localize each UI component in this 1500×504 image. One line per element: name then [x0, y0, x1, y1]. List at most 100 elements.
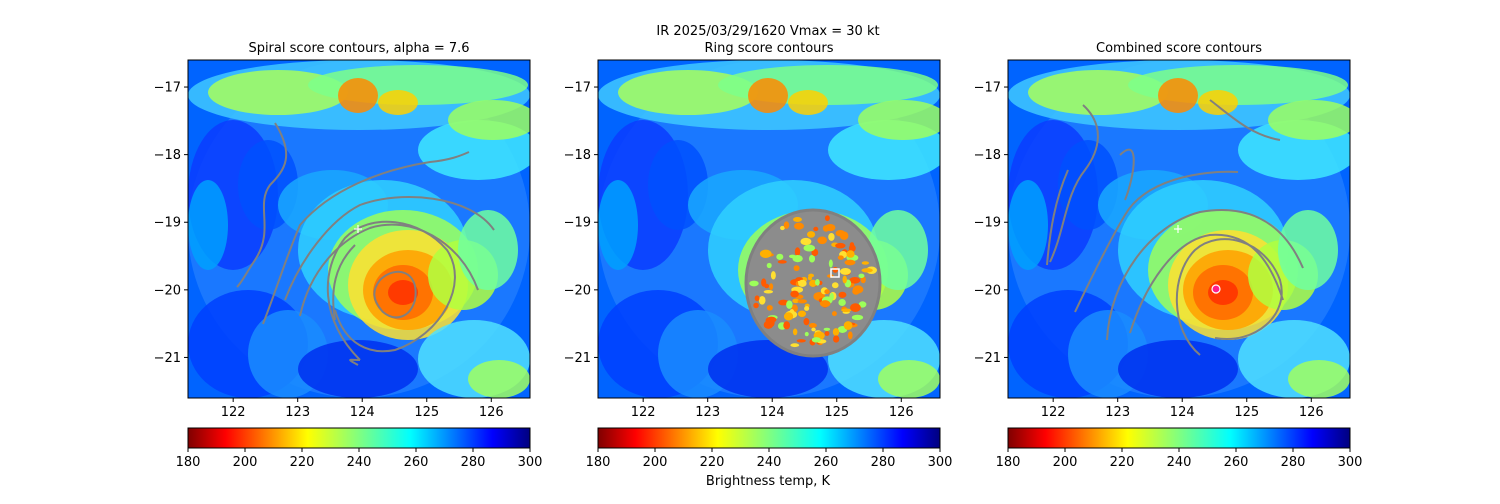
ring-gap	[792, 298, 800, 304]
ring-gap	[841, 308, 852, 312]
ring-gap	[852, 288, 860, 295]
ring-gap	[749, 280, 759, 287]
colorbar-tick-label: 180	[586, 455, 611, 470]
ring-gap	[832, 266, 839, 273]
cloud-region	[1278, 210, 1338, 290]
image-frame	[187, 59, 531, 399]
ring-gap	[792, 254, 803, 263]
colorbar-tick-label: 260	[814, 455, 839, 470]
contour-line	[1074, 170, 1239, 313]
ring-gap	[753, 302, 759, 309]
colorbar: 180 200 220 240 260 280 300	[996, 427, 1362, 470]
ring-gap	[851, 314, 864, 321]
ring-gap	[792, 328, 798, 336]
x-tick-label: 125	[824, 405, 849, 420]
ring-gap	[793, 217, 802, 223]
ring-gap	[778, 299, 789, 306]
colorbar-tick-label: 240	[347, 455, 372, 470]
secondary-marker	[1174, 225, 1182, 233]
x-tick-label: 126	[889, 405, 914, 420]
ring-gap	[806, 231, 816, 238]
cloud-region	[1268, 100, 1350, 140]
cloud-region	[868, 210, 928, 290]
contours	[1046, 99, 1304, 356]
y-tick-label: −17	[154, 81, 181, 96]
ring-gap	[811, 248, 819, 257]
y-tick-label: −20	[154, 283, 181, 298]
satellite-image	[187, 59, 531, 399]
ring-gap	[835, 229, 846, 237]
y-tick-label: −19	[974, 216, 1001, 231]
cloud-region	[1208, 280, 1238, 305]
ring-gap	[811, 337, 821, 343]
ring-gap	[828, 233, 835, 241]
y-tick-label: −18	[564, 148, 591, 163]
cloud-region	[468, 360, 530, 398]
ring-gap	[803, 317, 810, 326]
cloud-region	[378, 90, 418, 115]
contour-line	[1175, 238, 1283, 356]
y-tick-label: −20	[974, 283, 1001, 298]
colorbar-gradient	[187, 427, 531, 449]
colorbar-tick-label: 180	[176, 455, 201, 470]
colorbar-tick-label: 180	[996, 455, 1021, 470]
ring-gap	[815, 278, 820, 286]
image-frame	[1007, 59, 1351, 399]
ring-gap	[813, 226, 819, 232]
colorbar-tick-label: 280	[1281, 455, 1306, 470]
colorbar-tick-label: 200	[643, 455, 668, 470]
ring-gap	[754, 295, 760, 302]
cloud-region	[1118, 340, 1238, 398]
ring-gap	[835, 242, 846, 249]
ring-gap	[838, 298, 846, 306]
cloud-region	[458, 210, 518, 290]
ring-gap	[786, 300, 793, 309]
image-frame	[597, 59, 941, 399]
colorbar-tick-label: 300	[518, 455, 543, 470]
center-marker	[830, 268, 840, 278]
cloud-region	[448, 100, 530, 140]
ring-gap	[843, 321, 853, 330]
colorbar-axis-label: Brightness temp, K	[706, 474, 831, 489]
ring-gap	[797, 310, 807, 317]
ring-gap	[783, 312, 794, 321]
ring-gap	[794, 222, 804, 230]
center-marker	[1211, 284, 1221, 294]
ring-gap	[832, 335, 840, 343]
x-tick-label: 122	[631, 405, 656, 420]
x-tick-label: 123	[285, 405, 310, 420]
x-tick-label: 124	[1170, 405, 1195, 420]
ring-gap	[790, 343, 800, 348]
cloud-region	[1008, 180, 1048, 270]
ring-gap	[766, 304, 773, 311]
panel-title: Ring score contours	[704, 41, 833, 56]
contour-line	[299, 223, 479, 317]
contour-line	[284, 196, 495, 301]
contour-line	[236, 122, 288, 288]
ring-gap	[761, 278, 767, 287]
cloud-region	[598, 180, 638, 270]
x-tick-label: 125	[1234, 405, 1259, 420]
colorbar: 180 200 220 240 260 280 300	[176, 427, 543, 470]
contour-line	[326, 220, 456, 361]
colorbar-tick-label: 200	[233, 455, 258, 470]
ring-gap	[807, 276, 812, 281]
colorbar-tick-label: 280	[461, 455, 486, 470]
y-tick-label: −20	[564, 283, 591, 298]
ring-gap	[796, 339, 806, 343]
ring-gap	[759, 249, 772, 258]
ring-gap	[847, 331, 853, 340]
ring-gap	[844, 259, 856, 266]
panel-ring: Ring score contours 122 123 124 125 126 −17 −1…	[564, 41, 953, 470]
contours	[236, 122, 495, 366]
colorbar-gradient	[1007, 427, 1351, 449]
ring-gap	[811, 327, 816, 332]
ring-gap	[858, 301, 867, 308]
colorbar-tick-label: 260	[404, 455, 429, 470]
contour-line	[262, 151, 470, 325]
ring-gap	[783, 321, 791, 330]
ring-gap	[817, 236, 827, 245]
ring-gap	[828, 259, 833, 268]
ring-gap	[808, 322, 817, 328]
